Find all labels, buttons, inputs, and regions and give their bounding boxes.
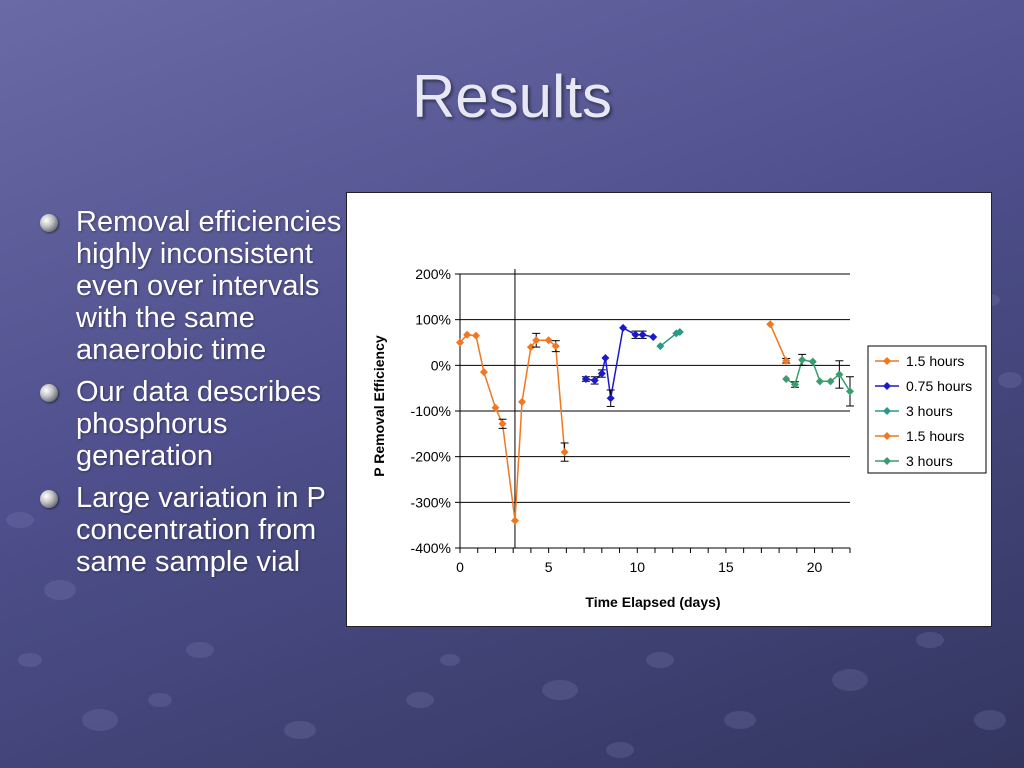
data-point xyxy=(808,357,817,366)
data-point xyxy=(456,338,464,347)
y-tick-label: -100% xyxy=(411,403,451,419)
data-point xyxy=(619,323,628,332)
bullet-item: Our data describes phosphorus generation xyxy=(36,376,346,472)
x-tick-label: 15 xyxy=(718,559,734,575)
bullet-text: Removal efficiencies highly inconsistent… xyxy=(76,206,342,366)
bullet-item: Removal efficiencies highly inconsistent… xyxy=(36,206,346,366)
data-point xyxy=(597,369,606,378)
y-tick-label: -400% xyxy=(411,540,451,556)
slide-title: Results xyxy=(411,63,613,130)
data-point xyxy=(656,342,665,351)
legend-label: 1.5 hours xyxy=(906,353,964,369)
series-group xyxy=(766,320,791,365)
data-point xyxy=(826,377,835,386)
data-point xyxy=(560,448,569,457)
data-point xyxy=(551,342,560,351)
x-tick-label: 10 xyxy=(629,559,645,575)
x-axis-label: Time Elapsed (days) xyxy=(585,594,720,610)
data-point xyxy=(835,370,844,379)
legend-swatch-marker xyxy=(883,357,891,365)
legend-swatch-marker xyxy=(883,407,891,415)
series-group xyxy=(656,327,684,351)
data-point xyxy=(518,397,527,406)
legend-label: 0.75 hours xyxy=(906,378,972,394)
bullet-text: Our data describes phosphorus generation xyxy=(76,376,322,472)
y-tick-label: -200% xyxy=(411,449,451,465)
legend-label: 3 hours xyxy=(906,403,953,419)
bullet-list: Removal efficiencies highly inconsistent… xyxy=(36,206,346,588)
bullet-item: Large variation in P concentration from … xyxy=(36,482,346,578)
sphere-bullet-icon xyxy=(40,384,58,402)
data-point xyxy=(498,419,507,428)
series-group xyxy=(782,353,854,407)
data-point xyxy=(463,330,472,339)
data-point xyxy=(798,355,807,364)
data-point xyxy=(782,356,791,365)
removal-efficiency-chart: 200% 100% 0% -100% -200% -300% -400% 0 5 10 15 20 P… xyxy=(371,266,987,610)
data-point xyxy=(766,320,775,329)
bullet-text: Large variation in P concentration from … xyxy=(76,482,326,578)
legend-swatch-marker xyxy=(883,457,891,465)
y-axis-label: P Removal Efficiency xyxy=(371,335,387,477)
y-tick-label: 100% xyxy=(415,312,451,328)
data-point xyxy=(791,380,800,389)
data-point xyxy=(675,327,684,336)
data-point xyxy=(471,331,480,340)
chart-panel: 200% 100% 0% -100% -200% -300% -400% 0 5 10 15 20 P… xyxy=(346,192,992,627)
data-point xyxy=(782,375,791,384)
data-point xyxy=(581,375,590,384)
data-point xyxy=(631,330,640,339)
series-group xyxy=(581,323,658,407)
x-tick-label: 20 xyxy=(807,559,823,575)
y-tick-label: -300% xyxy=(411,494,451,510)
data-point xyxy=(544,336,553,345)
data-point xyxy=(590,376,599,385)
legend-label: 1.5 hours xyxy=(906,428,964,444)
y-tick-label: 200% xyxy=(415,266,451,282)
sphere-bullet-icon xyxy=(40,214,58,232)
data-point xyxy=(815,377,824,386)
data-point xyxy=(526,343,535,352)
data-point xyxy=(846,387,854,396)
legend-swatch-marker xyxy=(883,382,891,390)
data-point xyxy=(638,330,647,339)
x-tick-label: 5 xyxy=(545,559,553,575)
legend-label: 3 hours xyxy=(906,453,953,469)
data-point xyxy=(479,368,488,377)
data-point xyxy=(491,403,500,412)
data-point xyxy=(649,333,658,342)
data-point xyxy=(532,336,541,345)
data-point xyxy=(601,354,610,363)
x-tick-label: 0 xyxy=(456,559,464,575)
y-tick-label: 0% xyxy=(431,357,451,373)
series-line xyxy=(769,323,787,362)
series-line xyxy=(459,333,566,521)
data-point xyxy=(510,516,519,525)
series-group xyxy=(456,330,569,525)
legend-swatch-marker xyxy=(883,432,891,440)
sphere-bullet-icon xyxy=(40,490,58,508)
data-point xyxy=(606,394,615,403)
